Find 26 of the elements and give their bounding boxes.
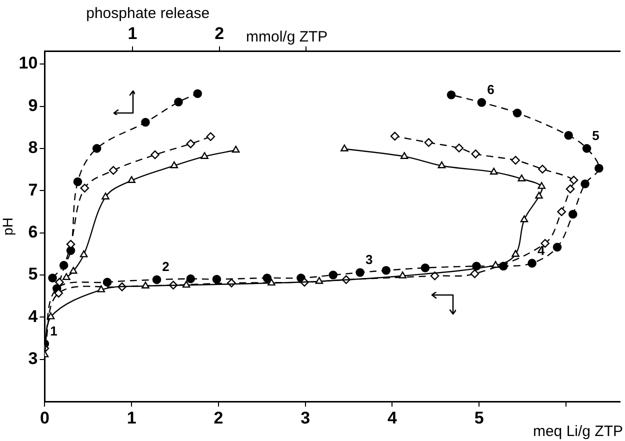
y-tick-label: 6 xyxy=(28,222,38,242)
y-tick-label: 8 xyxy=(28,138,38,158)
x2-tick-label: 1 xyxy=(128,24,138,43)
x2-axis-title: mmol/g ZTP xyxy=(246,28,328,46)
annotation: 3 xyxy=(365,252,373,268)
x-axis-title: meq Li/g ZTP xyxy=(532,423,623,440)
annotation: 5 xyxy=(592,128,600,144)
y-axis-title: pH xyxy=(0,218,16,236)
x-tick-label: 5 xyxy=(474,408,484,428)
x-tick-label: 4 xyxy=(387,408,398,428)
annotation: 2 xyxy=(162,259,170,274)
y-tick-label: 3 xyxy=(28,349,38,368)
y-tick-label: 9 xyxy=(28,96,38,115)
x-tick-label: 2 xyxy=(214,408,224,428)
x-tick-label: 1 xyxy=(126,408,136,428)
y-tick-label: 10 xyxy=(18,54,38,73)
y-tick-label: 5 xyxy=(28,264,38,284)
annotation: 1 xyxy=(50,323,58,338)
annotation: 6 xyxy=(487,82,494,98)
chart-title: phosphate release xyxy=(86,5,210,22)
x-tick-label: 3 xyxy=(300,408,310,428)
y-tick-label: 4 xyxy=(28,306,38,326)
x2-tick-label: 2 xyxy=(214,24,224,43)
annotation: 4 xyxy=(537,242,546,258)
x-tick-label: 0 xyxy=(40,408,50,428)
y-tick-label: 7 xyxy=(28,180,38,200)
